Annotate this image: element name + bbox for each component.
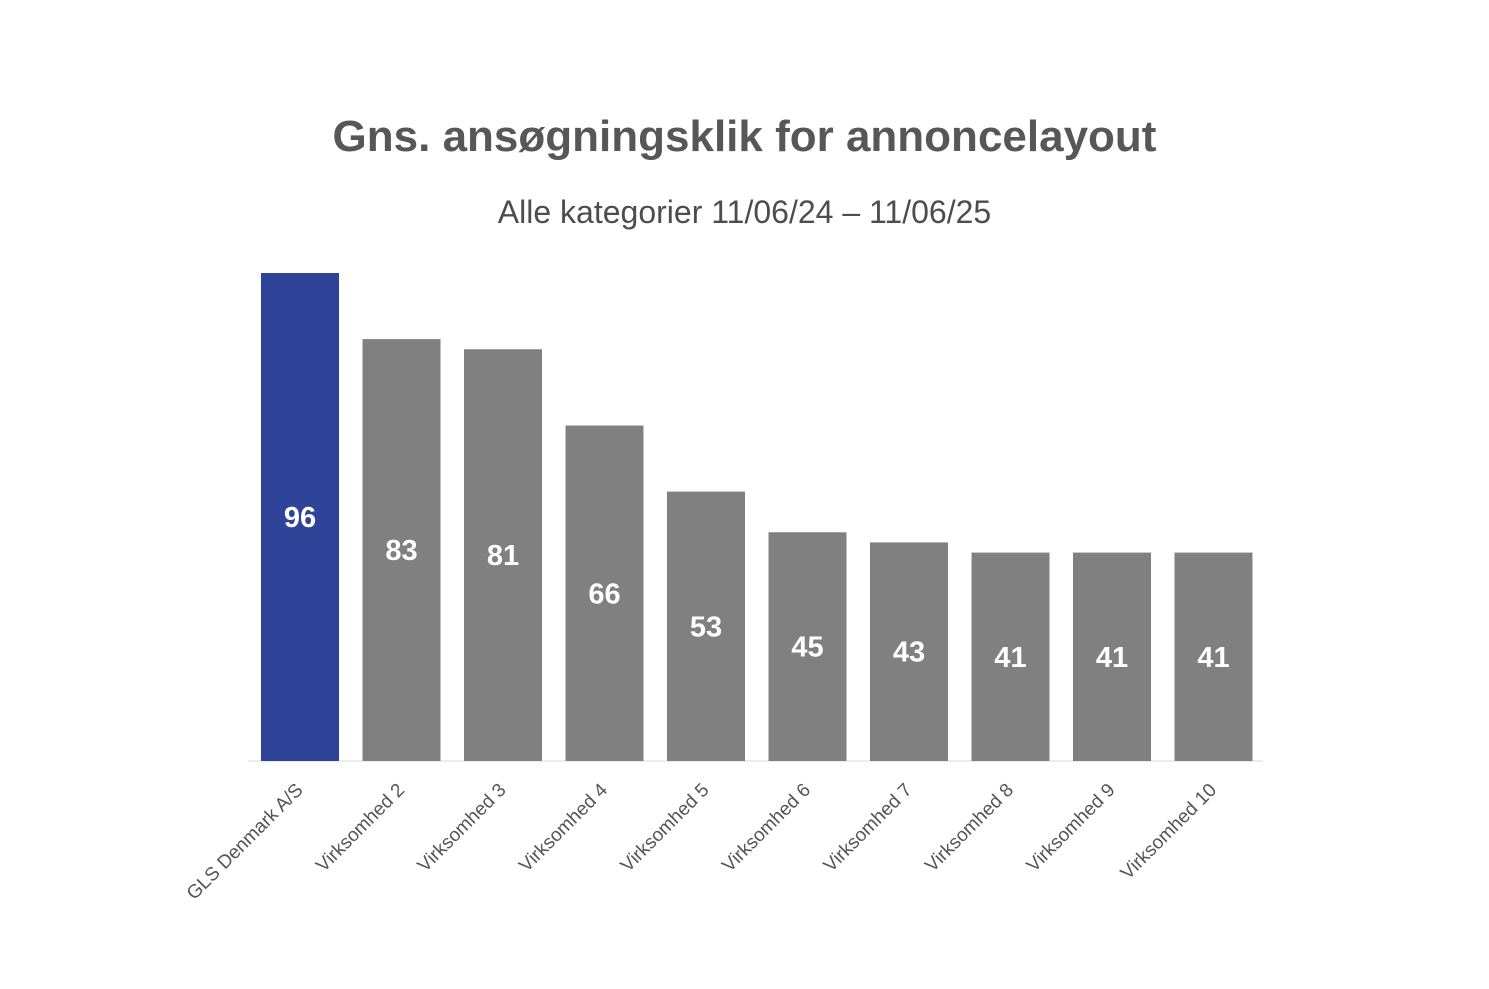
bar-value-label: 96	[284, 502, 316, 534]
bar-value-label: 41	[1197, 642, 1229, 674]
x-tick-label: Virksomhed 2	[312, 780, 409, 877]
x-tick-label: Virksomhed 4	[515, 779, 612, 876]
x-tick-label: Virksomhed 10	[1117, 780, 1221, 884]
bar-value-label: 81	[487, 540, 519, 572]
bar-7	[870, 542, 948, 761]
x-tick-label: Virksomhed 3	[414, 780, 511, 877]
bar-value-label: 45	[791, 632, 823, 664]
bar-9	[1073, 552, 1151, 761]
x-tick-label: GLS Denmark A/S	[183, 780, 308, 905]
bar-3	[464, 349, 542, 761]
x-tick-label: Virksomhed 9	[1023, 780, 1120, 877]
x-tick-label: Virksomhed 8	[921, 780, 1018, 877]
bar-1	[261, 273, 339, 761]
x-tick-label: Virksomhed 5	[617, 780, 714, 877]
bar-6	[768, 532, 847, 761]
bar-value-label: 41	[994, 642, 1026, 674]
bar-value-label: 41	[1096, 642, 1128, 674]
bar-value-label: 83	[385, 535, 417, 567]
bar-value-label: 43	[893, 637, 925, 669]
x-tick-label: Virksomhed 6	[718, 780, 815, 877]
x-tick-label: Virksomhed 7	[820, 780, 917, 877]
chart-subtitle: Alle kategorier 11/06/24 – 11/06/25	[497, 194, 992, 230]
bar-2	[362, 339, 441, 761]
bar-10	[1174, 552, 1253, 761]
bar-5	[667, 491, 745, 761]
bar-8	[971, 552, 1050, 761]
bar-value-label: 53	[690, 611, 722, 643]
bar-4	[565, 425, 644, 761]
bar-value-label: 66	[588, 578, 620, 610]
chart-title: Gns. ansøgningsklik for annoncelayout	[332, 112, 1157, 161]
